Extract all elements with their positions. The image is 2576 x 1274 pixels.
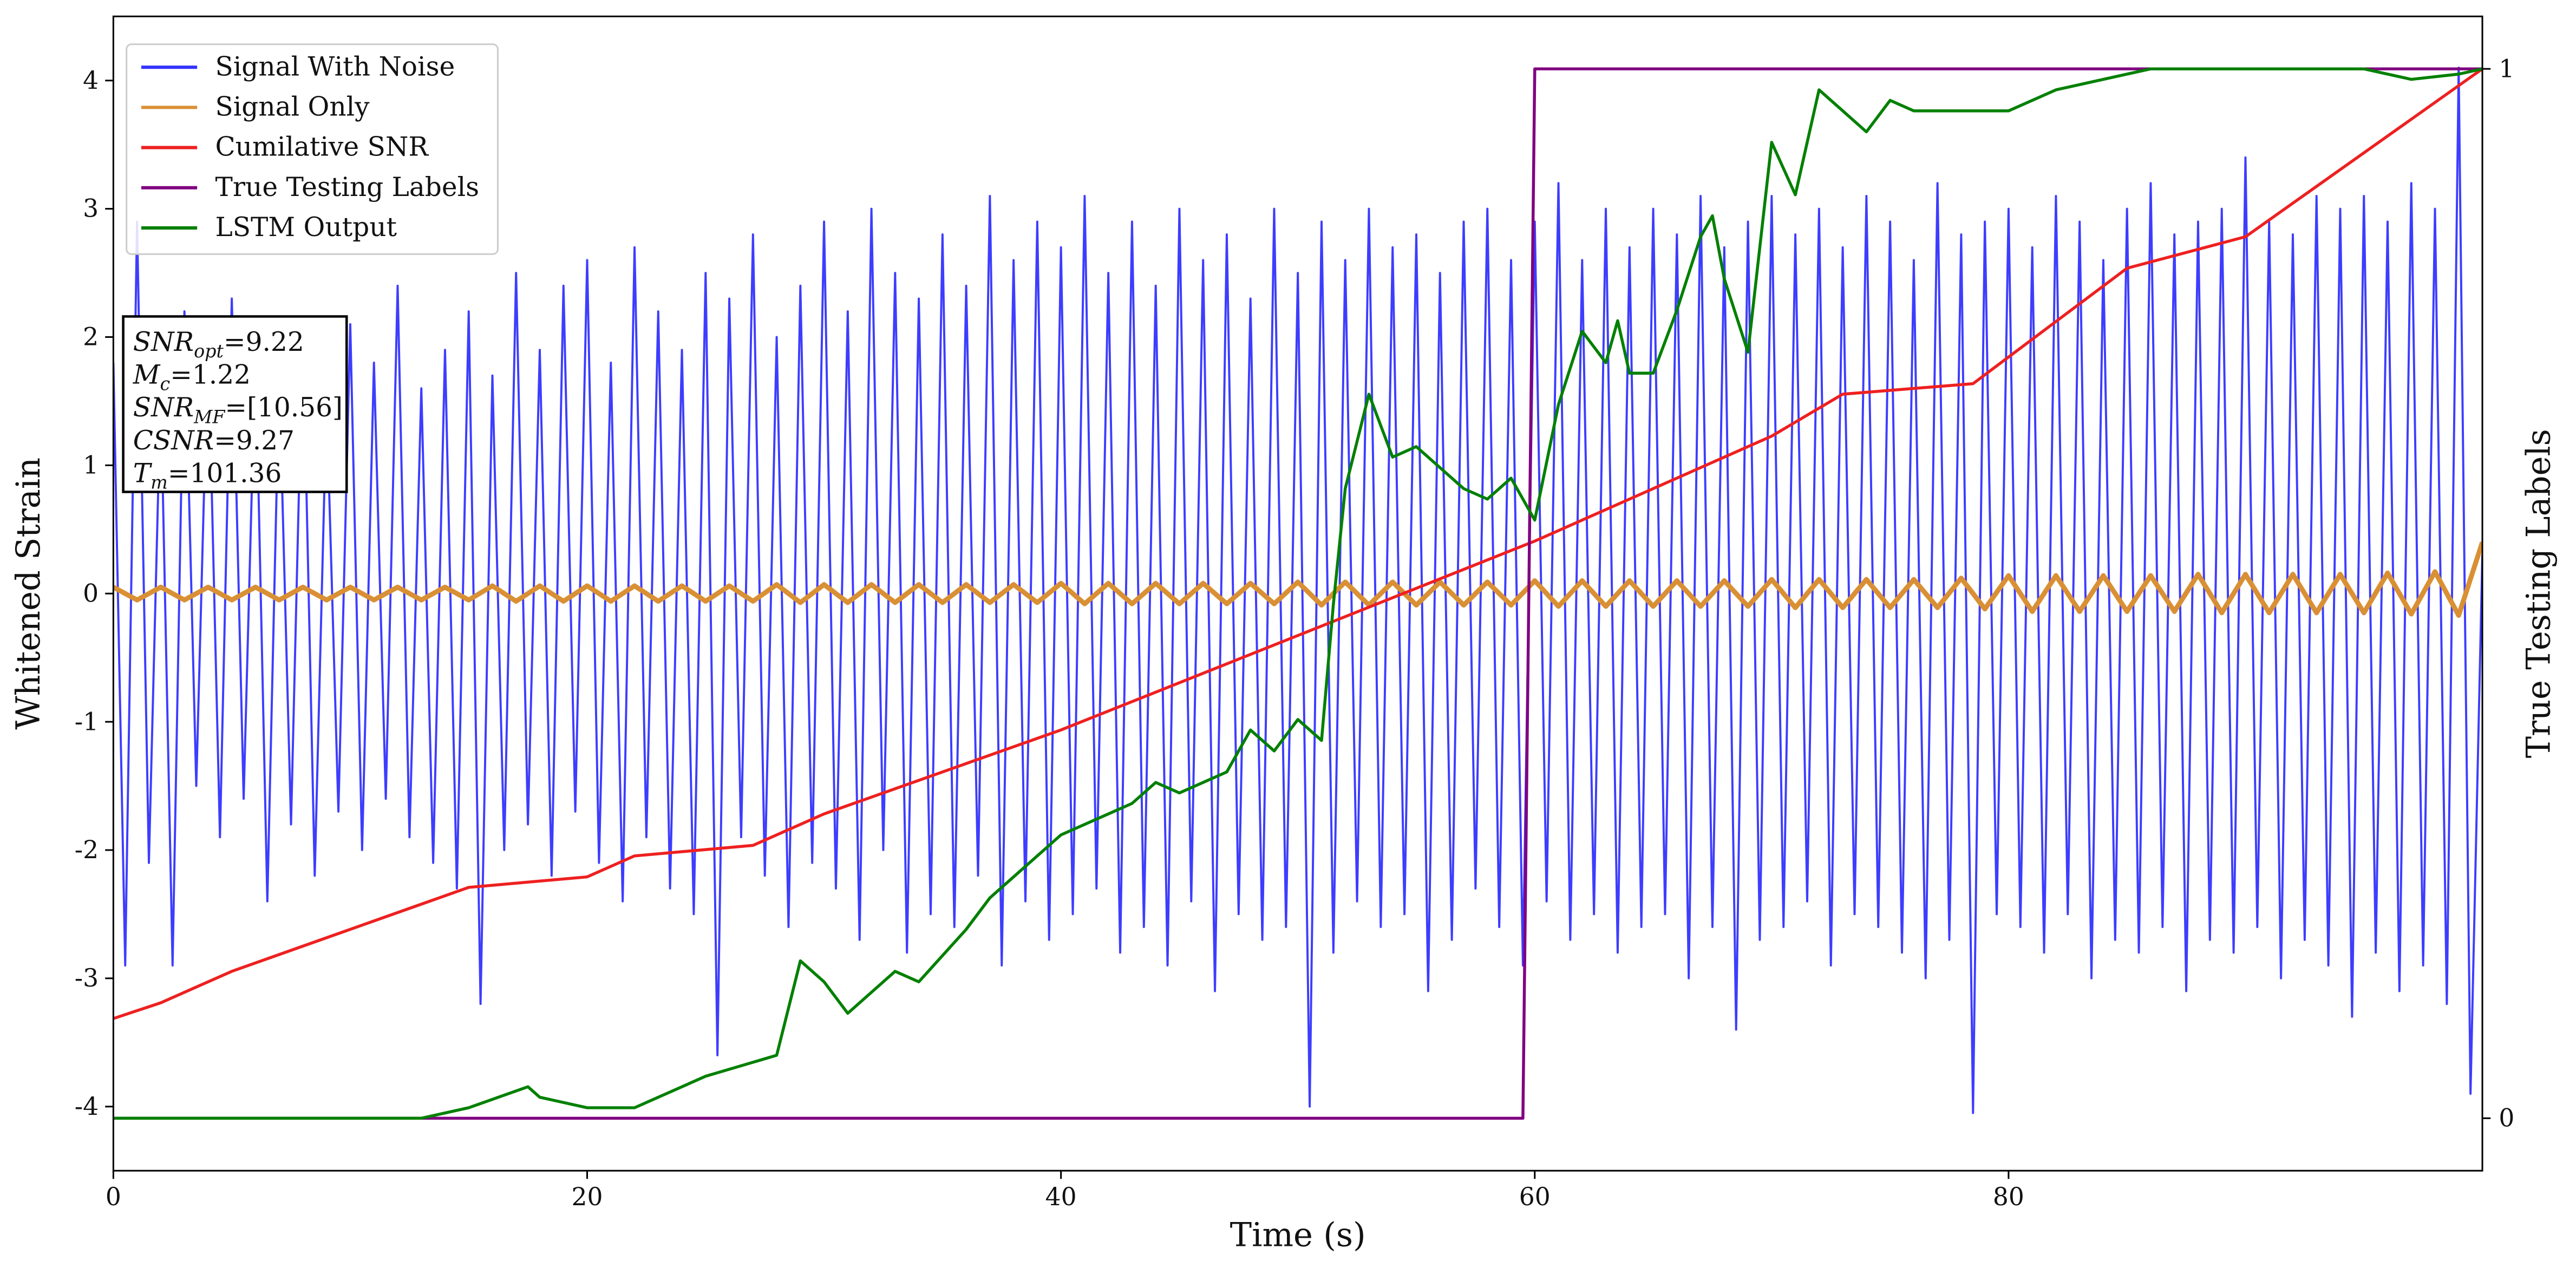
y-axis-label: Whitened Strain — [10, 458, 48, 730]
x-tick-label: 0 — [106, 1182, 121, 1211]
y-tick-label: 4 — [83, 66, 99, 95]
series-line — [113, 541, 2483, 618]
annotation-symbol: SNR — [133, 393, 194, 423]
x-tick-label: 80 — [1993, 1182, 2024, 1211]
annotation-line: SNRMF=[10.56] — [133, 393, 343, 427]
series-line — [113, 67, 2483, 1114]
annotation-line: SNRopt=9.22 — [133, 327, 304, 362]
annotation-value: =[10.56] — [225, 393, 343, 423]
plot-frame — [112, 15, 2483, 1172]
y-tick-label: 0 — [83, 579, 99, 607]
series-line — [113, 67, 2483, 1120]
annotation-subscript: MF — [193, 406, 226, 427]
y-tick-label: -3 — [75, 964, 99, 992]
annotation-symbol: SNR — [133, 327, 194, 357]
y2-tick-label: 0 — [2499, 1103, 2514, 1132]
annotation-value: =101.36 — [168, 458, 282, 488]
annotation-value: =9.27 — [214, 426, 295, 456]
annotation-symbol: M — [133, 360, 161, 390]
x-tick-label: 40 — [1045, 1182, 1077, 1211]
annotation-subscript: c — [160, 374, 171, 395]
legend-label: True Testing Labels — [215, 172, 480, 202]
y2-axis-label: True Testing Labels — [2520, 429, 2558, 758]
legend-label: LSTM Output — [215, 212, 397, 243]
annotation-line: Mc=1.22 — [133, 360, 251, 395]
annotation-subscript: m — [151, 472, 168, 493]
x-axis-label: Time (s) — [1230, 1217, 1366, 1255]
x-tick-label: 60 — [1519, 1182, 1551, 1211]
y-tick-label: 3 — [83, 194, 99, 223]
legend-label: Cumilative SNR — [215, 132, 429, 162]
annotation-box — [122, 315, 348, 493]
legend-label: Signal With Noise — [215, 51, 455, 82]
y-tick-label: 1 — [83, 451, 99, 480]
annotation-subscript: opt — [194, 341, 224, 362]
series-line — [113, 67, 2483, 1120]
annotation-value: =9.22 — [224, 327, 304, 357]
y-tick-label: 2 — [83, 323, 99, 351]
y-tick-label: -2 — [75, 835, 99, 864]
annotation-line: CSNR=9.27 — [133, 426, 295, 456]
y2-tick-label: 1 — [2499, 54, 2514, 83]
annotation: SNRopt=9.22Mc=1.22SNRMF=[10.56]CSNR=9.27… — [122, 315, 348, 493]
legend-box — [126, 43, 499, 255]
legend-label: Signal Only — [215, 92, 370, 122]
annotation-value: =1.22 — [170, 360, 251, 390]
legend: Signal With Noise Signal Only Cumilative S… — [126, 43, 499, 255]
y-tick-label: -1 — [75, 707, 99, 736]
x-tick-label: 20 — [572, 1182, 603, 1211]
series-line — [113, 67, 2483, 1020]
annotation-line: Tm=101.36 — [133, 458, 282, 493]
y-tick-label: -4 — [75, 1092, 99, 1121]
annotation-symbol: T — [133, 458, 153, 488]
annotation-symbol: CSNR — [133, 426, 214, 456]
